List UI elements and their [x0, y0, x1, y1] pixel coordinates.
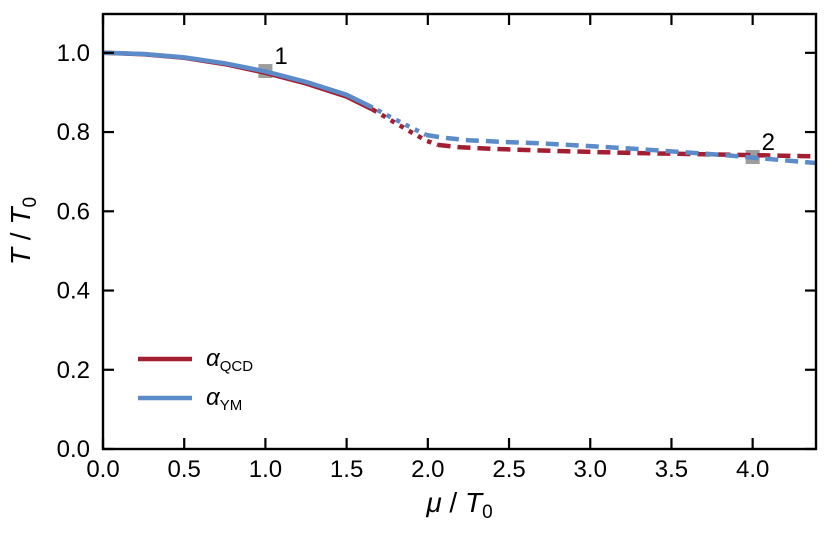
y-axis-label: T / T0: [5, 197, 41, 265]
y-tick-label: 0.6: [57, 198, 90, 225]
x-tick-label: 1.5: [330, 456, 363, 483]
scenario-marker-label-1: 1: [274, 43, 287, 70]
x-tick-label: 2.0: [411, 456, 444, 483]
x-tick-label: 3.0: [574, 456, 607, 483]
y-tick-label: 1.0: [57, 40, 90, 67]
legend: αQCD αYM: [138, 345, 253, 414]
x-tick-label: 4.0: [736, 456, 769, 483]
x-tick-label: 1.0: [249, 456, 282, 483]
x-tick-label: 0.5: [168, 456, 201, 483]
y-tick-label: 0.8: [57, 119, 90, 146]
x-tick-label: 2.5: [492, 456, 525, 483]
curve-alpha-ym-dotted: [371, 105, 428, 138]
x-tick-label: 3.5: [655, 456, 688, 483]
legend-label-alpha-qcd: αQCD: [206, 345, 253, 375]
curve-alpha-qcd-solid: [102, 50, 374, 112]
curve-alpha-ym-solid: [102, 50, 374, 110]
y-tick-label: 0.4: [57, 278, 90, 305]
curve-alpha-qcd-dotted: [371, 107, 439, 148]
curve-alpha-ym-dashed: [425, 132, 817, 166]
x-axis-label: μ / T0: [425, 487, 492, 523]
y-tick-label: 0.2: [57, 357, 90, 384]
curves-group: [102, 50, 817, 166]
x-tick-label: 0.0: [86, 456, 119, 483]
plot-frame: [101, 12, 818, 451]
axis-ticks: [101, 14, 816, 451]
y-tick-label: 0.0: [57, 436, 90, 463]
legend-label-alpha-ym: αYM: [206, 384, 242, 414]
scenario-marker-label-2: 2: [762, 129, 775, 156]
